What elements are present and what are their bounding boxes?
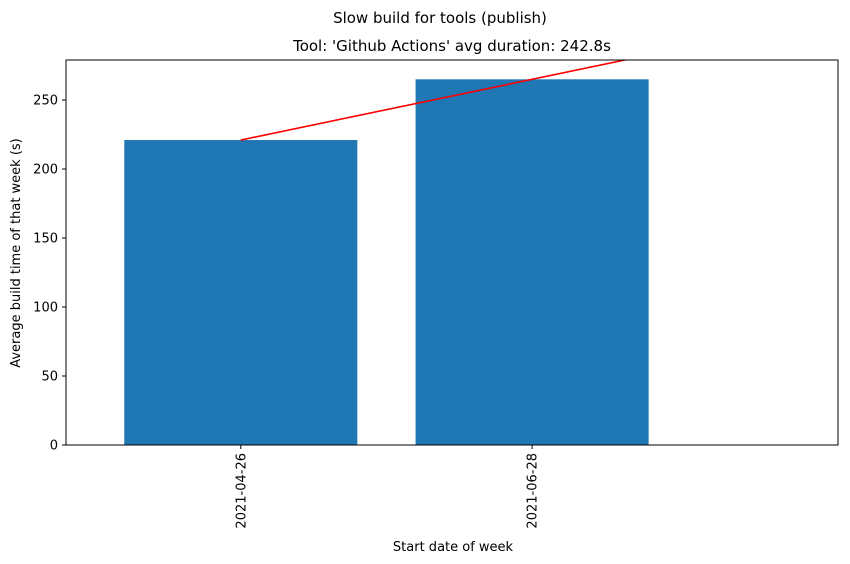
bar-2021-06-28 bbox=[415, 79, 649, 445]
bar-2021-04-26 bbox=[124, 140, 358, 446]
y-tick-label: 100 bbox=[33, 301, 58, 316]
x-tick-label: 2021-04-26 bbox=[234, 453, 249, 529]
y-tick-label: 50 bbox=[41, 370, 58, 385]
y-tick-label: 150 bbox=[33, 232, 58, 247]
y-axis-label: Average build time of that week (s) bbox=[9, 138, 24, 368]
x-axis-label: Start date of week bbox=[393, 540, 514, 555]
y-axis: 0 50 100 150 200 250 bbox=[33, 94, 66, 454]
chart-title: Tool: 'Github Actions' avg duration: 242… bbox=[292, 37, 611, 55]
trend-group bbox=[240, 60, 629, 141]
y-tick-label: 200 bbox=[33, 163, 58, 178]
y-tick-label: 0 bbox=[50, 439, 58, 454]
bars-group bbox=[124, 79, 649, 446]
x-tick-label: 2021-06-28 bbox=[526, 453, 541, 529]
plot-frame bbox=[65, 59, 839, 446]
x-axis: 2021-04-26 2021-06-28 bbox=[234, 445, 541, 529]
chart-suptitle: Slow build for tools (publish) bbox=[333, 9, 547, 27]
trend-line bbox=[240, 60, 629, 141]
y-tick-label: 250 bbox=[33, 94, 58, 109]
